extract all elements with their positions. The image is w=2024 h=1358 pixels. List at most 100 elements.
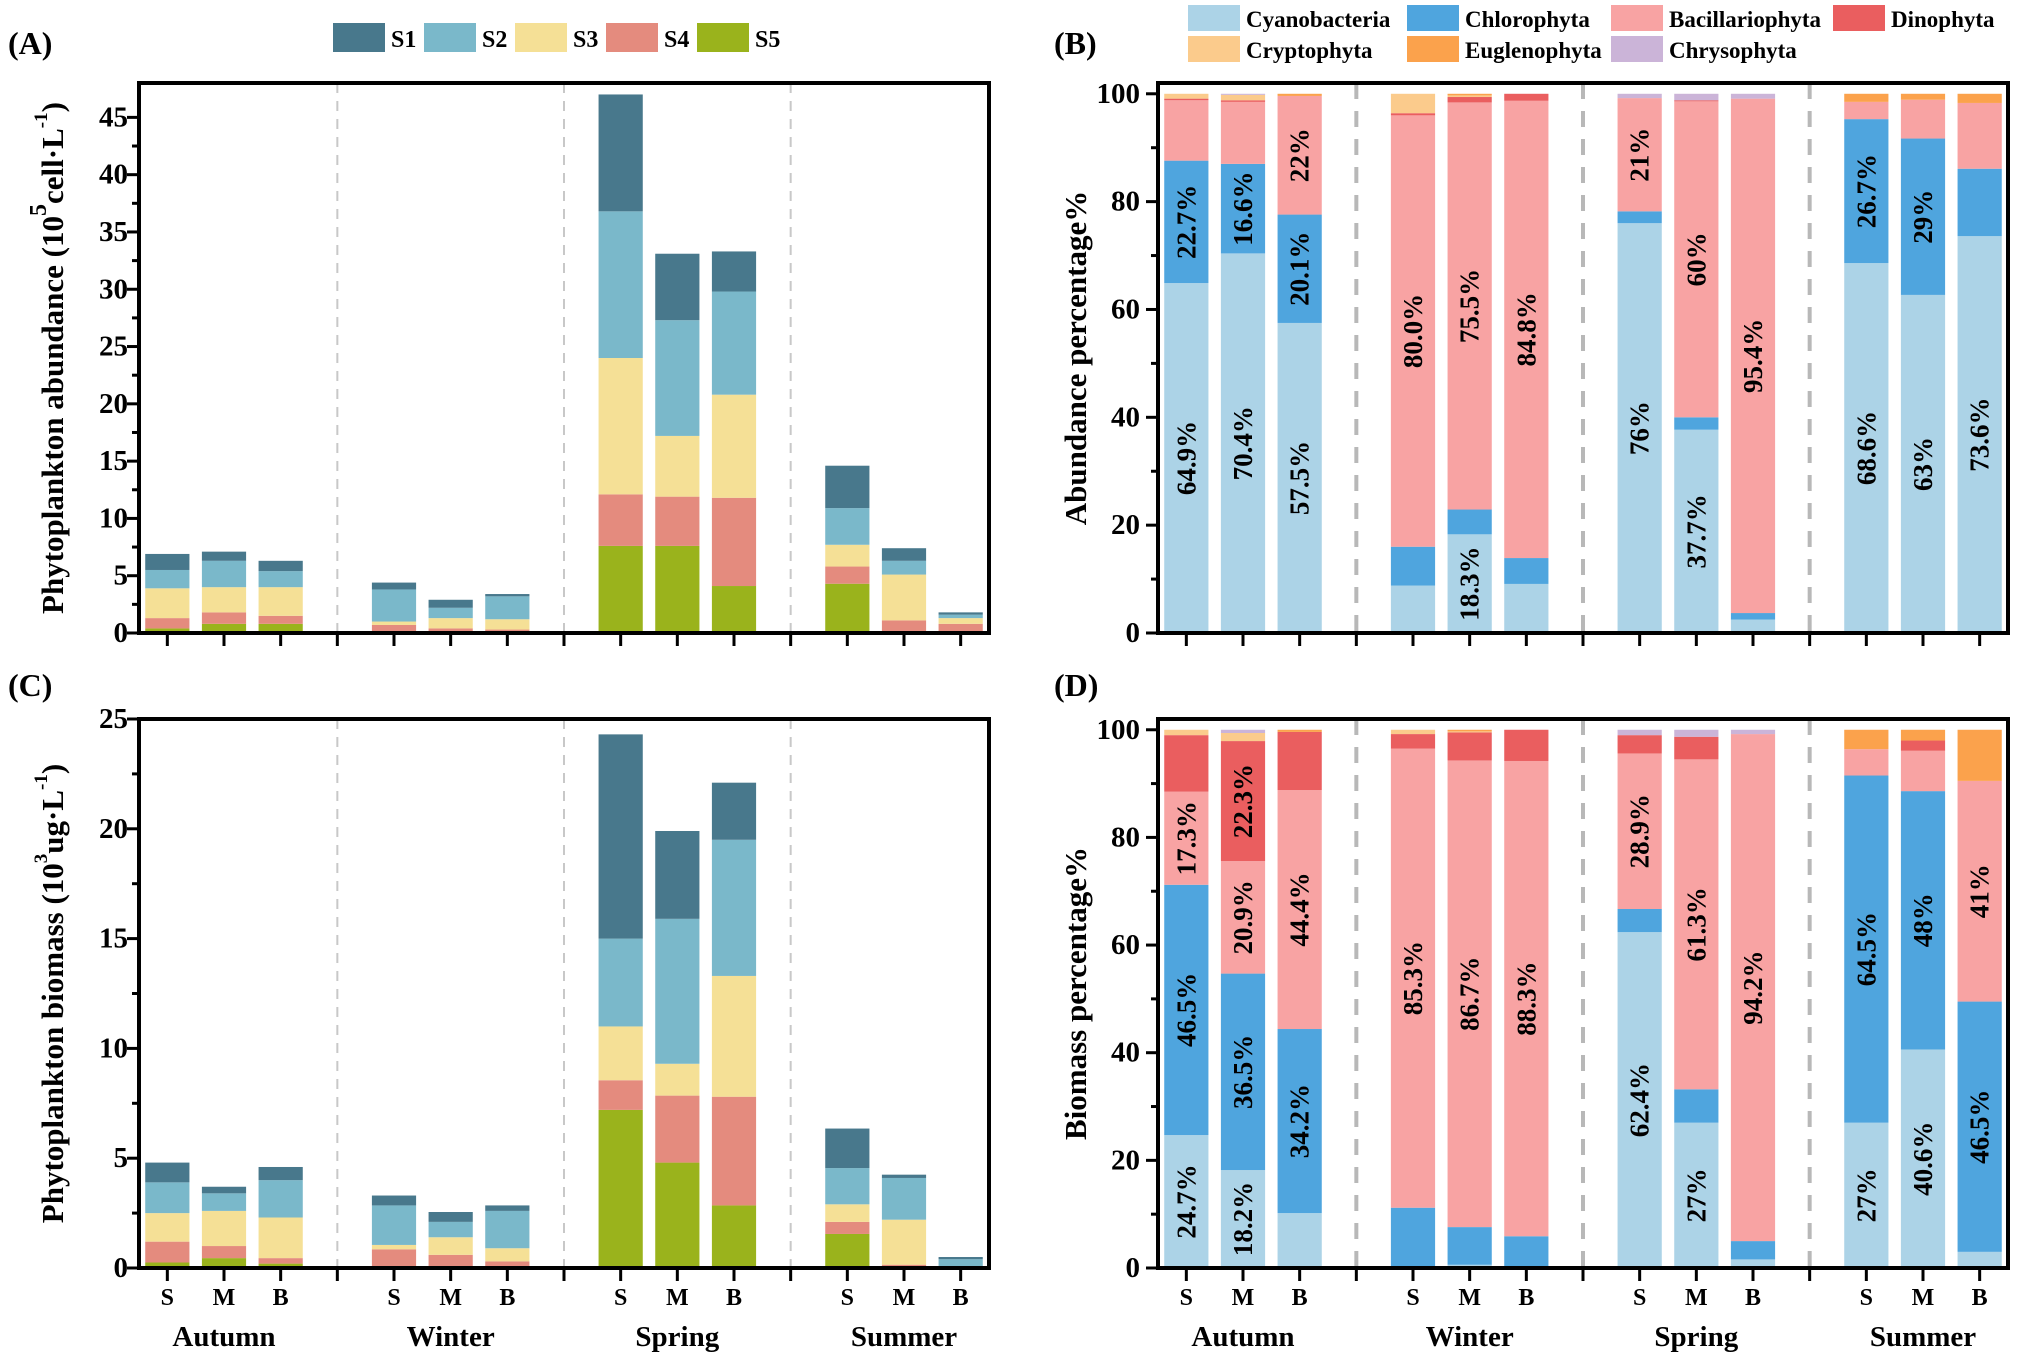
bar-segment-cyanobacteria — [1504, 583, 1549, 633]
bar-segment-bacillariophyta — [1277, 95, 1322, 215]
bar-segment-s4 — [145, 618, 190, 629]
bar-segment-chrysophyta — [1730, 93, 1776, 99]
legend-item-chlorophyta: Chlorophyta — [1407, 5, 1590, 32]
data-label: 26.7% — [1851, 154, 1881, 228]
legend-item-cyanobacteria: Cyanobacteria — [1188, 5, 1391, 32]
x-tick-label: S — [387, 1285, 400, 1311]
y-axis-label: Biomass percentage% — [1058, 847, 1093, 1140]
bar-segment-s4 — [711, 497, 757, 587]
bar-segment-s2 — [881, 560, 927, 575]
stacked-bar: 37.7% 60% — [1674, 93, 1719, 633]
bar-segment-series-4 — [598, 1109, 643, 1268]
stacked-bar: 70.4% 16.6% — [1220, 93, 1266, 633]
legend-swatch — [606, 23, 658, 52]
bar-segment-chlorophyta — [1957, 168, 2002, 237]
bar-segment-series-2 — [1390, 748, 1436, 1208]
bar-segment-series-6 — [1617, 729, 1662, 736]
stacked-bar — [201, 1186, 247, 1268]
y-axis-label: Abundance percentage% — [1058, 191, 1093, 525]
y-tick-label: 100 — [1097, 78, 1141, 110]
y-tick-label: 25 — [99, 703, 128, 735]
bar-segment-bacillariophyta — [1617, 98, 1662, 212]
y-axis-label-part: Biomass percentage% — [1058, 847, 1093, 1140]
bar-segment-chlorophyta — [1390, 546, 1436, 586]
legend-item-bacillariophyta: Bacillariophyta — [1611, 5, 1822, 32]
bar-segment-series-2 — [201, 1210, 247, 1247]
y-axis-label: Phytoplankton biomass (103ug·L-1) — [31, 764, 70, 1223]
bar-segment-series-2 — [258, 1217, 303, 1259]
y-tick-label: 5 — [114, 1142, 129, 1174]
y-tick-label: 5 — [114, 560, 129, 592]
bar-segment-series-3 — [1617, 735, 1662, 754]
bar-segment-series-0 — [711, 782, 757, 840]
bar-segment-series-3 — [711, 1096, 757, 1206]
stacked-bar — [485, 1205, 530, 1268]
season-label: Spring — [635, 1321, 719, 1353]
bar-segment-series-2 — [1900, 750, 1946, 792]
bar-segment-cyanobacteria — [1957, 236, 2002, 633]
bar-segment-bacillariophyta — [1674, 101, 1719, 418]
bar-segment-s2 — [938, 614, 983, 619]
y-tick-label: 40 — [1111, 401, 1140, 433]
bar-segment-s3 — [881, 574, 927, 621]
bar-segment-series-1 — [881, 1177, 927, 1220]
bar-segment-s3 — [485, 619, 530, 630]
data-label: 76% — [1625, 401, 1655, 455]
y-tick-label: 10 — [99, 1032, 128, 1064]
bar-segment-s1 — [201, 551, 247, 561]
data-label: 27% — [1851, 1168, 1881, 1222]
stacked-bar: 94.2% — [1730, 729, 1776, 1268]
bar-segment-series-1 — [1390, 1207, 1436, 1268]
bar-segment-series-0 — [825, 1128, 870, 1169]
bar-segment-cyanobacteria — [1730, 619, 1776, 633]
y-tick-label: 20 — [1111, 1144, 1140, 1176]
bar-segment-s1 — [371, 582, 417, 590]
bar-segment-series-1 — [1447, 1227, 1492, 1265]
stacked-bar — [428, 1212, 473, 1268]
stacked-bar: 80.0% — [1390, 93, 1436, 633]
bar-segment-series-1 — [1957, 1001, 2002, 1252]
legend-label: S3 — [573, 27, 598, 53]
bar-segment-bacillariophyta — [1957, 102, 2002, 169]
bar-segment-series-3 — [1900, 740, 1946, 751]
x-tick-label: B — [1292, 1285, 1308, 1311]
bar-segment-cyanobacteria — [1277, 322, 1322, 633]
y-tick-label: 35 — [99, 216, 128, 248]
bar-segment-series-4 — [201, 1258, 247, 1268]
bar-segment-s5 — [825, 583, 870, 633]
stacked-bar: 27% 64.5% — [1844, 729, 1889, 1268]
bar-segment-series-3 — [1390, 734, 1436, 749]
panel-a: (A) 0 5 10 15 20 25 30 35 40 45 Phytoplankton abund… — [8, 25, 991, 649]
bar-segment-series-3 — [1674, 736, 1719, 760]
bar-segment-series-1 — [1900, 791, 1946, 1050]
x-tick-label: S — [1406, 1285, 1419, 1311]
stacked-bar — [881, 1174, 927, 1268]
bar-segment-series-0 — [1844, 1122, 1889, 1268]
bar-segment-series-6 — [1674, 729, 1719, 737]
data-label: 41% — [1965, 864, 1995, 918]
legend-item-s3: S3 — [515, 23, 598, 53]
bar-segment-s3 — [825, 544, 870, 567]
stacked-bar — [201, 551, 247, 633]
stacked-bar: 95.4% — [1730, 93, 1776, 633]
bar-segment-series-3 — [371, 1249, 417, 1268]
data-label: 34.2% — [1285, 1084, 1315, 1158]
data-label: 61.3% — [1681, 887, 1711, 961]
bar-segment-cryptophyta — [1220, 94, 1266, 101]
bar-segment-dinophyta — [1390, 113, 1436, 116]
bar-segment-s1 — [881, 548, 927, 561]
bar-segment-s2 — [201, 560, 247, 588]
bar-segment-s3 — [201, 587, 247, 613]
data-label: 48% — [1908, 893, 1938, 947]
bar-segment-series-1 — [1844, 775, 1889, 1123]
stacked-bar: 57.5% 20.1% 22% — [1277, 93, 1322, 633]
y-axis-label-part: ug·L — [35, 790, 70, 854]
legend-label: Cryptophyta — [1246, 38, 1373, 63]
y-tick-label: 45 — [99, 101, 128, 133]
legend-label: S4 — [664, 27, 689, 53]
stacked-bar: 46.5% 41% — [1957, 729, 2002, 1268]
legend-label: Dinophyta — [1891, 7, 1995, 32]
bar-segment-series-0 — [428, 1212, 473, 1222]
bar-segment-series-1 — [258, 1180, 303, 1218]
x-tick-label: B — [953, 1285, 969, 1311]
